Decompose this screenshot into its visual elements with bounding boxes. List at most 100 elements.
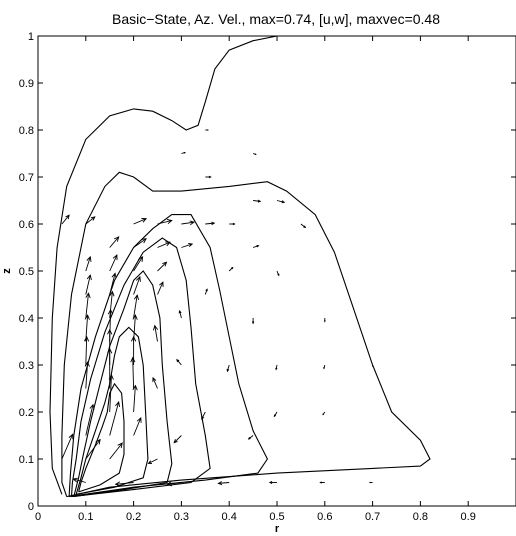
y-tick-label: 0.1 bbox=[19, 454, 34, 466]
vector-arrow bbox=[275, 364, 278, 371]
y-tick-label: 0 bbox=[28, 501, 34, 513]
vector-arrow bbox=[178, 309, 182, 319]
vector-arrow bbox=[85, 274, 92, 295]
vector-arrow bbox=[368, 481, 373, 484]
vector-arrow bbox=[322, 411, 326, 416]
vector-arrow bbox=[205, 129, 210, 131]
vector-arrow bbox=[323, 364, 326, 370]
x-tick-label: 0.9 bbox=[461, 511, 476, 523]
vector-arrow bbox=[166, 481, 182, 487]
contour-line-6 bbox=[75, 326, 149, 495]
vector-arrow bbox=[228, 266, 234, 272]
vector-arrow bbox=[181, 151, 187, 154]
vector-arrow bbox=[85, 403, 95, 436]
vector-arrow bbox=[157, 241, 171, 248]
vector-arrow bbox=[61, 433, 74, 460]
vector-arrow bbox=[217, 481, 230, 486]
y-tick-label: 0.2 bbox=[19, 407, 34, 419]
vector-arrow bbox=[226, 364, 230, 373]
contour-lines bbox=[49, 36, 431, 498]
vector-arrow bbox=[133, 238, 147, 248]
y-axis-ticks: 0 0.1 0.2 0.3 0.4 0.5 0.6 0.7 0.8 0.9 1 bbox=[19, 31, 516, 513]
vector-arrow bbox=[229, 222, 236, 226]
contour-line-5 bbox=[73, 270, 173, 498]
x-axis-label: r bbox=[275, 523, 280, 535]
vector-arrow bbox=[147, 458, 158, 464]
vector-arrow bbox=[109, 272, 117, 295]
vector-arrow bbox=[323, 318, 326, 323]
vector-arrow bbox=[109, 236, 120, 248]
vector-arrow bbox=[205, 175, 212, 179]
vector-arrow bbox=[61, 214, 70, 225]
vector-arrow bbox=[109, 400, 121, 436]
vector-arrow bbox=[204, 288, 208, 295]
vector-arrow bbox=[85, 255, 92, 272]
vector-field bbox=[61, 129, 374, 487]
vector-arrow bbox=[130, 356, 136, 389]
vector-arrow bbox=[268, 480, 277, 485]
y-tick-label: 0.9 bbox=[19, 78, 34, 90]
vector-arrow bbox=[133, 416, 142, 436]
vector-arrow bbox=[205, 221, 216, 226]
y-tick-label: 0.4 bbox=[19, 313, 34, 325]
vector-arrow bbox=[133, 218, 148, 225]
vector-arrow bbox=[300, 223, 307, 229]
contour-line-1 bbox=[49, 36, 278, 495]
x-tick-label: 0.3 bbox=[174, 511, 189, 523]
vector-arrow bbox=[273, 411, 278, 418]
vector-arrow bbox=[176, 358, 182, 366]
y-axis-label: z bbox=[1, 268, 13, 274]
vector-arrow bbox=[157, 261, 168, 272]
vector-arrow bbox=[252, 245, 260, 248]
vector-arrow bbox=[319, 481, 325, 484]
x-tick-label: 0.2 bbox=[126, 511, 141, 523]
vector-arrow bbox=[84, 335, 90, 366]
vector-arrow bbox=[132, 314, 138, 342]
vector-arrow bbox=[173, 435, 182, 444]
x-tick-label: 0 bbox=[35, 511, 41, 523]
vector-arrow bbox=[85, 438, 101, 460]
vector-arrow bbox=[85, 216, 96, 225]
vector-arrow bbox=[201, 411, 206, 421]
vector-arrow bbox=[133, 294, 140, 319]
vector-arrow bbox=[114, 481, 134, 487]
vector-arrow bbox=[109, 290, 115, 319]
vector-arrow bbox=[181, 220, 195, 226]
contour-line-4 bbox=[70, 237, 211, 498]
vector-arrow bbox=[109, 254, 118, 272]
vector-arrow bbox=[253, 199, 262, 203]
y-tick-label: 0.8 bbox=[19, 125, 34, 137]
contour-line-7 bbox=[78, 382, 125, 493]
y-tick-label: 0.7 bbox=[19, 172, 34, 184]
x-tick-label: 0.7 bbox=[365, 511, 380, 523]
vector-arrow bbox=[157, 281, 164, 295]
x-tick-label: 0.1 bbox=[78, 511, 93, 523]
vector-arrow bbox=[133, 256, 144, 272]
vector-arrow bbox=[247, 435, 254, 440]
vector-arrow bbox=[133, 275, 141, 295]
vector-arrow bbox=[85, 292, 91, 319]
x-tick-label: 0.8 bbox=[413, 511, 428, 523]
vector-arrow bbox=[157, 218, 173, 225]
x-axis-ticks: 0 0.1 0.2 0.3 0.4 0.5 0.6 0.7 0.8 0.9 bbox=[35, 36, 476, 523]
x-tick-label: 0.6 bbox=[317, 511, 332, 523]
vector-arrow bbox=[152, 376, 158, 389]
vector-arrow bbox=[72, 477, 86, 483]
vector-arrow bbox=[276, 270, 280, 277]
contour-line-2 bbox=[61, 171, 431, 498]
y-tick-label: 0.3 bbox=[19, 360, 34, 372]
chart-title: Basic−State, Az. Vel., max=0.74, [u,w], … bbox=[112, 11, 440, 27]
x-tick-label: 0.5 bbox=[269, 511, 284, 523]
vector-arrow bbox=[132, 384, 138, 413]
vector-arrow bbox=[276, 200, 286, 204]
contour-line-3 bbox=[68, 214, 269, 498]
x-tick-label: 0.4 bbox=[222, 511, 237, 523]
y-tick-label: 1 bbox=[28, 31, 34, 43]
vector-arrow bbox=[152, 324, 159, 342]
vector-arrow bbox=[252, 153, 257, 155]
vector-arrow bbox=[109, 442, 123, 460]
y-tick-label: 0.6 bbox=[19, 219, 34, 231]
vector-arrow bbox=[251, 318, 255, 325]
y-tick-label: 0.5 bbox=[19, 266, 34, 278]
